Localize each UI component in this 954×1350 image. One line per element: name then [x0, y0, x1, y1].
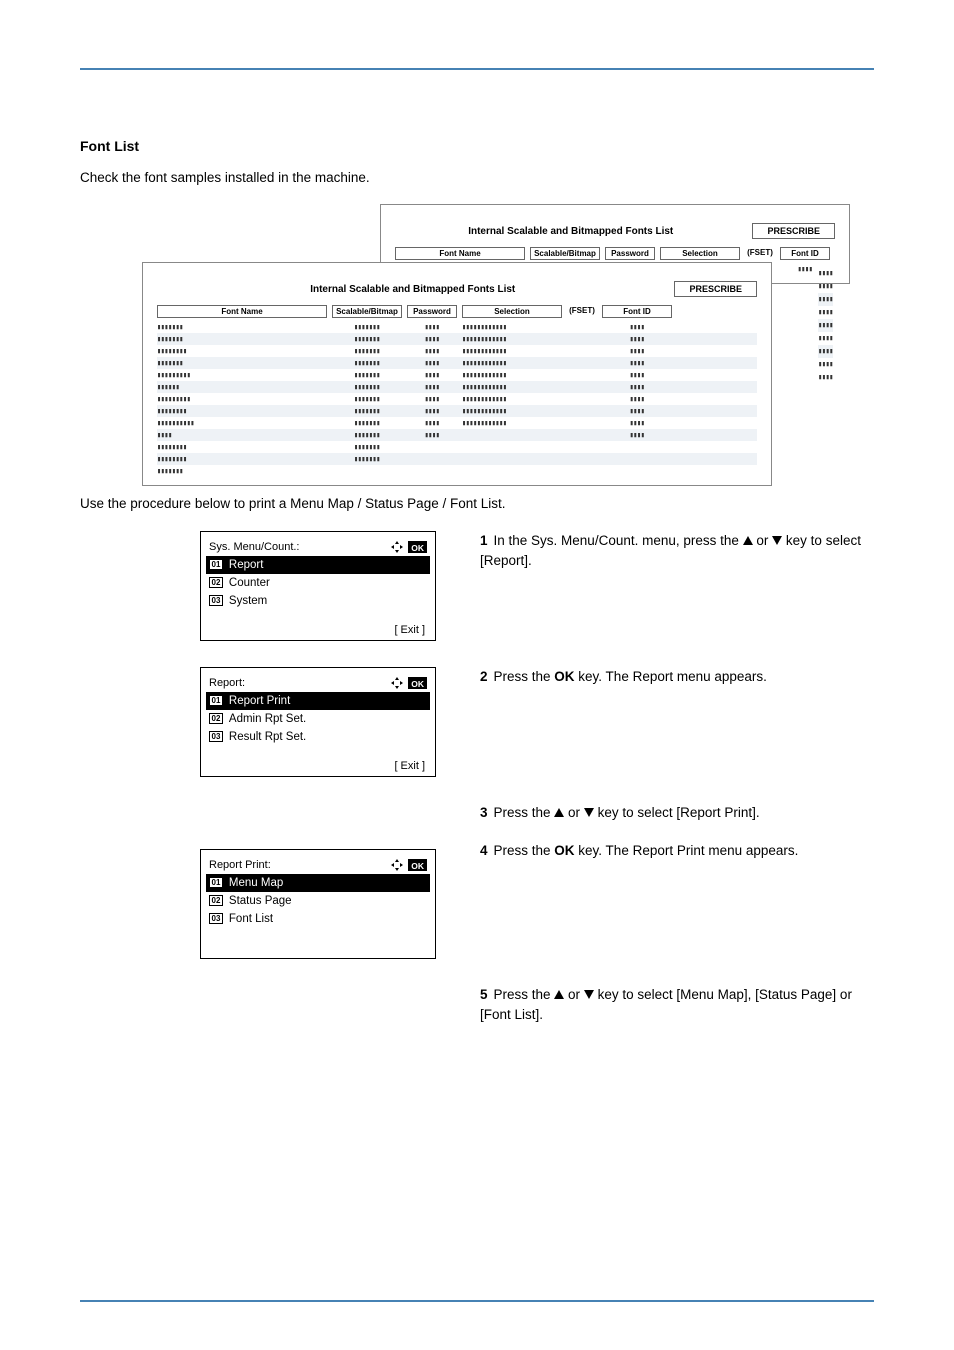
prescribe-badge-2: PRESCRIBE — [674, 281, 757, 297]
lcd1-line3: 03System — [209, 592, 427, 610]
lcd2-exit: [ Exit ] — [394, 760, 425, 772]
lcd3-title: Report Print: — [209, 859, 271, 871]
side-ids: ▮▮▮▮▮▮▮▮▮▮▮▮▮▮▮▮▮▮▮▮▮▮▮▮▮▮▮▮▮▮▮▮▮▮▮▮ — [818, 267, 833, 384]
lcd3-line1: 01Menu Map — [206, 874, 430, 892]
lcd-1: Sys. Menu/Count.: OK 01Report 02Counter … — [200, 531, 436, 641]
section-title: Font List — [80, 138, 874, 154]
lcd2-title: Report: — [209, 677, 245, 689]
triangle-up-icon — [554, 990, 564, 999]
step-3-4: Report Print: OK 01Menu Map 02Status Pag… — [80, 803, 874, 959]
font-col-headers: Font Name Scalable/Bitmap Password Selec… — [395, 247, 835, 260]
nav-arrows-icon — [390, 540, 404, 554]
procedure-text: Use the procedure below to print a Menu … — [80, 494, 874, 514]
step-2-text: 2Press the OK key. The Report menu appea… — [480, 667, 874, 687]
ok-icon: OK — [408, 677, 427, 689]
triangle-down-icon — [584, 808, 594, 817]
font-col-headers-2: Font Name Scalable/Bitmap Password Selec… — [157, 305, 757, 318]
triangle-down-icon — [772, 536, 782, 545]
nav-arrows-icon — [390, 676, 404, 690]
step-1-text: 1In the Sys. Menu/Count. menu, press the… — [480, 531, 874, 572]
prescribe-badge: PRESCRIBE — [752, 223, 835, 239]
lcd3-line2: 02Status Page — [209, 892, 427, 910]
triangle-down-icon — [584, 990, 594, 999]
nav-arrows-icon — [390, 858, 404, 872]
lcd1-exit: [ Exit ] — [394, 624, 425, 636]
lcd2-line1: 01Report Print — [206, 692, 430, 710]
font-sample-preview: Internal Scalable and Bitmapped Fonts Li… — [80, 204, 874, 464]
ok-icon: OK — [408, 541, 427, 553]
bottom-divider — [80, 1300, 874, 1302]
lcd2-line2: 02Admin Rpt Set. — [209, 710, 427, 728]
lcd1-line2: 02Counter — [209, 574, 427, 592]
lcd-3: Report Print: OK 01Menu Map 02Status Pag… — [200, 849, 436, 959]
ok-icon: OK — [408, 859, 427, 871]
step-2: Report: OK 01Report Print 02Admin Rpt Se… — [80, 667, 874, 777]
lcd2-line3: 03Result Rpt Set. — [209, 728, 427, 746]
step-4-text: 4Press the OK key. The Report Print menu… — [480, 841, 874, 861]
lcd1-title: Sys. Menu/Count.: — [209, 541, 300, 553]
lcd3-line3: 03Font List — [209, 910, 427, 928]
lcd1-line1: 01Report — [206, 556, 430, 574]
step-3-text: 3Press the or key to select [Report Prin… — [480, 803, 874, 823]
step-5-text: 5Press the or key to select [Menu Map], … — [480, 985, 874, 1026]
font-page-front: Internal Scalable and Bitmapped Fonts Li… — [142, 262, 772, 486]
step-1: Sys. Menu/Count.: OK 01Report 02Counter … — [80, 531, 874, 641]
intro-text: Check the font samples installed in the … — [80, 168, 874, 188]
top-divider — [80, 68, 874, 70]
font-header-title-2: Internal Scalable and Bitmapped Fonts Li… — [157, 284, 668, 295]
font-rows-front: ▮▮▮▮▮▮▮▮▮▮▮▮▮▮▮▮▮▮▮▮▮▮▮▮▮▮▮▮▮▮▮▮▮▮ ▮▮▮▮▮… — [157, 321, 757, 477]
triangle-up-icon — [743, 536, 753, 545]
font-header-title: Internal Scalable and Bitmapped Fonts Li… — [395, 226, 746, 237]
triangle-up-icon — [554, 808, 564, 817]
step-5: 5Press the or key to select [Menu Map], … — [80, 985, 874, 1026]
lcd-2: Report: OK 01Report Print 02Admin Rpt Se… — [200, 667, 436, 777]
